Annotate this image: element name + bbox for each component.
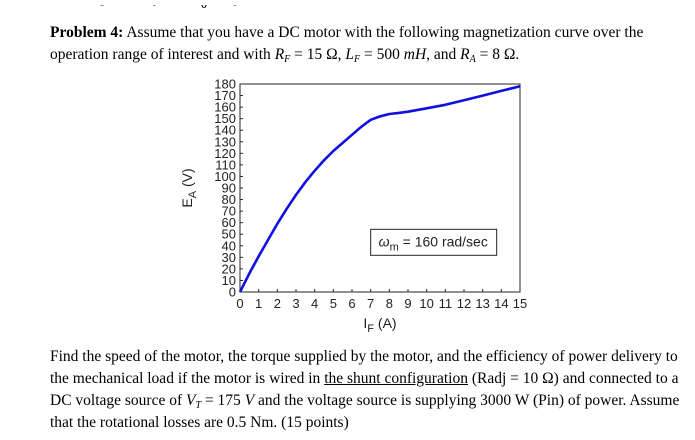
x-axis-label: IF (A) [363, 315, 396, 335]
y-tick-label: 110 [215, 157, 236, 172]
vt-value: = 175 [201, 392, 245, 409]
ra-value: = 8 Ω. [475, 46, 520, 63]
x-tick-label: 2 [274, 296, 281, 311]
lf-value: = 500 [360, 46, 404, 63]
y-axis-ticks: 0102030405060708090100110120130140150160… [214, 78, 243, 300]
annotation-frame [370, 228, 498, 256]
x-tick-label: 11 [439, 296, 453, 311]
x-tick-label: 0 [236, 296, 243, 311]
rf-value: = 15 Ω, [290, 46, 342, 63]
and-text: , and [426, 46, 457, 63]
x-tick-label: 10 [419, 296, 433, 311]
problem-intro: Assume that you have a DC motor with the… [50, 24, 644, 63]
vt-symbol: V [186, 392, 196, 409]
x-tick-label: 5 [330, 296, 337, 311]
lf-symbol: L [345, 46, 355, 63]
x-tick-label: 8 [386, 296, 393, 311]
y-tick-label: 60 [222, 215, 236, 230]
annotation-text: ωm = 160 rad/sec [379, 233, 488, 253]
rf-subscript: F [284, 54, 291, 65]
vt-unit: V [244, 392, 255, 409]
x-axis-unit: (A) [374, 315, 397, 331]
x-tick-label: 12 [457, 296, 471, 311]
lf-unit: mH [403, 46, 427, 63]
problem-statement: Problem 4: Assume that you have a DC mot… [50, 22, 690, 66]
x-tick-label: 13 [475, 296, 489, 311]
x-axis-subscript: F [367, 323, 374, 335]
plot-area: 0 1 2 3 4 5 6 7 8 9 10 11 12 13 14 15 01020304050607080… [214, 78, 527, 311]
rf-symbol: R [274, 46, 285, 63]
y-tick-label: 120 [214, 146, 236, 161]
y-tick-label: 150 [214, 111, 236, 126]
y-tick-label: 70 [222, 204, 236, 219]
y-tick-label: 180 [214, 78, 236, 92]
axes-frame [239, 83, 521, 293]
x-tick-label: 9 [404, 296, 411, 311]
x-axis-symbol: I [363, 315, 367, 331]
question-text: Find the speed of the motor, the torque … [50, 346, 690, 434]
x-tick-label: 1 [255, 296, 262, 311]
y-tick-label: 160 [214, 100, 236, 115]
y-axis-unit: (V) [179, 168, 195, 191]
y-tick-label: 140 [214, 123, 236, 138]
lf-subscript: F [354, 54, 361, 65]
omega-subscript: m [390, 241, 399, 253]
y-tick-label: 20 [222, 261, 236, 276]
problem-label: Problem 4: [50, 24, 124, 41]
annotation-value: = 160 rad/sec [399, 233, 488, 249]
question-part-1: Find the speed of the motor, the torque … [50, 348, 678, 387]
magnetization-curve-line [238, 85, 521, 293]
x-tick-label: 7 [367, 296, 374, 311]
y-axis-subscript: A [187, 190, 199, 198]
y-tick-label: 40 [222, 238, 236, 253]
x-axis-ticks: 0 1 2 3 4 5 6 7 8 9 10 11 12 13 14 15 [236, 289, 527, 311]
shunt-configuration-text: the shunt configuration [324, 370, 468, 387]
y-axis-symbol: E [179, 198, 195, 207]
x-tick-label: 6 [348, 296, 355, 311]
y-tick-label: 100 [214, 169, 236, 184]
y-tick-label: 30 [222, 250, 236, 265]
question-part-2: and the voltage source is supplying 3000… [50, 392, 680, 431]
y-tick-label: 50 [222, 227, 236, 242]
magnetization-curve-chart: 0 1 2 3 4 5 6 7 8 9 10 11 12 13 14 15 01020304050607080… [179, 78, 527, 335]
vt-subscript: T [195, 400, 202, 411]
y-tick-label: 80 [222, 192, 236, 207]
ra-symbol: R [460, 46, 470, 63]
y-axis-label: EA (V) [179, 168, 199, 207]
cropped-text-fragment [0, 0, 695, 8]
x-tick-label: 14 [494, 296, 508, 311]
omega-symbol: ω [379, 233, 390, 249]
x-tick-label: 4 [311, 296, 318, 311]
y-tick-label: 90 [222, 181, 236, 196]
ra-subscript: A [469, 54, 476, 65]
y-tick-label: 0 [229, 285, 236, 300]
radj-text: (Radj = 10 Ω) and connected to a DC volt… [50, 370, 679, 409]
x-tick-label: 3 [292, 296, 299, 311]
x-tick-label: 15 [513, 296, 527, 311]
speed-annotation-box: ωm = 160 rad/sec [370, 228, 498, 256]
y-tick-label: 130 [214, 134, 236, 149]
y-tick-label: 170 [214, 88, 236, 103]
y-tick-label: 10 [222, 273, 236, 288]
